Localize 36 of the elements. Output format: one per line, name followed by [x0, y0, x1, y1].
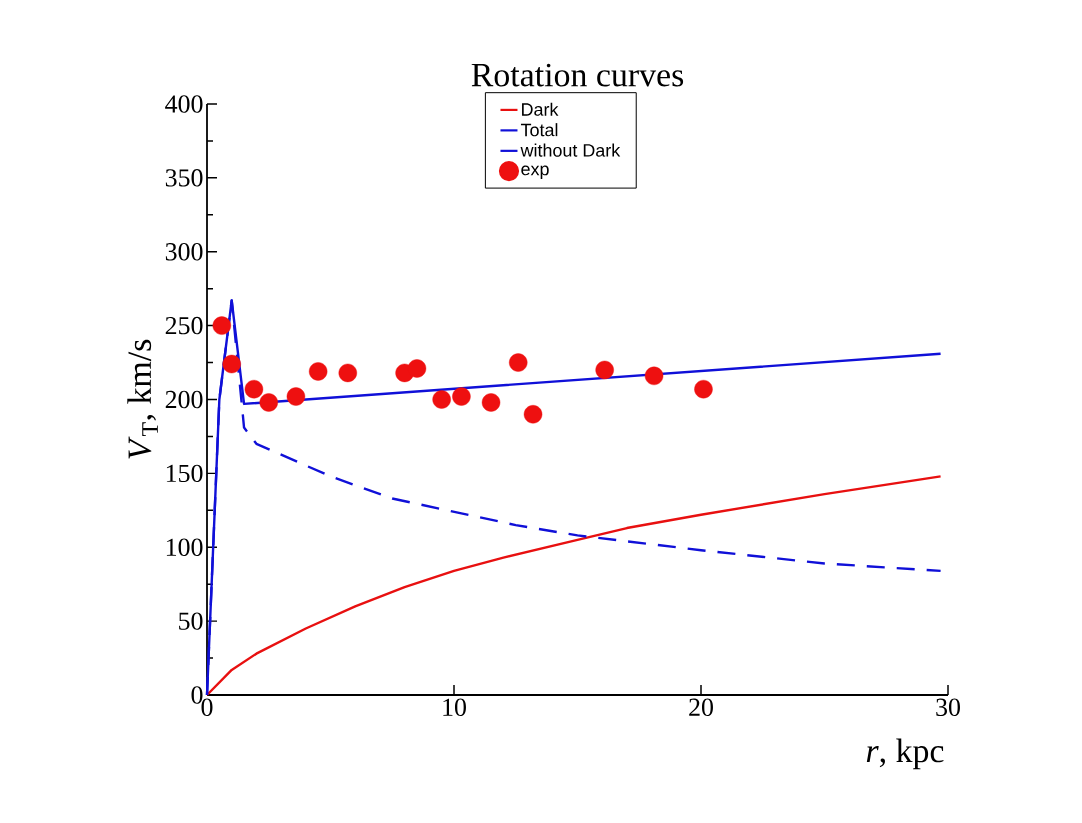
point: [509, 353, 528, 372]
legend-label: without Dark: [520, 143, 621, 157]
point: [432, 390, 451, 409]
y-tick-label: 50: [179, 612, 203, 630]
point: [694, 379, 713, 399]
point: [212, 316, 232, 335]
point: [644, 366, 664, 386]
y-tick-label: 200: [165, 390, 203, 409]
x-tick-label: 30: [936, 698, 960, 716]
y-tick-label: 350: [165, 169, 203, 187]
y-tick-label: 150: [166, 464, 203, 483]
x-tick-label: 20: [689, 698, 713, 716]
point: [407, 359, 427, 378]
point: [259, 393, 278, 412]
point: [308, 362, 328, 381]
x-tick-label: 10: [443, 698, 466, 716]
point: [286, 387, 306, 406]
point: [338, 363, 357, 383]
point: [222, 354, 241, 374]
x-axis-title: r, kpc: [866, 738, 944, 770]
point: [595, 360, 614, 380]
y-tick-label: 0: [191, 686, 203, 704]
point: [244, 379, 264, 399]
legend-label: Total: [520, 123, 558, 137]
point: [481, 393, 501, 412]
legend-label: Dark: [522, 102, 559, 116]
legend-label: exp: [521, 165, 549, 179]
chart-title: Rotation curves: [471, 63, 684, 87]
y-tick-label: 100: [166, 538, 203, 556]
point: [452, 387, 471, 406]
y-axis-title: V$_{T}$, km/s: [127, 339, 158, 459]
y-tick-label: 300: [165, 243, 203, 261]
point: [523, 405, 543, 424]
y-tick-label: 400: [165, 95, 203, 113]
line-series: [205, 475, 942, 697]
y-tick-label: 250: [165, 316, 203, 335]
